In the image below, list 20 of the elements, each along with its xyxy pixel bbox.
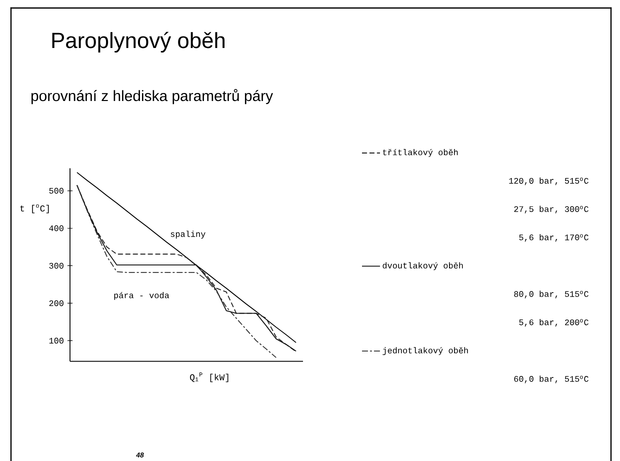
chart-subtitle: porovnání z hlediska parametrů páry	[31, 88, 273, 104]
text: 80,0 bar, 515$^{o}$C	[514, 290, 588, 298]
text: 27,5 bar, 300$^{o}$C	[514, 206, 588, 214]
text: 60,0 bar, 515$^{o}$C	[514, 376, 588, 384]
text: 5,6 bar, 170$^{o}$C	[519, 234, 588, 242]
text: Q$_{1}$$^{P}$ [kW]	[190, 372, 228, 382]
text: 120,0 bar, 515$^{o}$C	[509, 177, 588, 186]
legend-label: dvoutlakový oběh	[382, 262, 463, 270]
chart-title: Paroplynový oběh	[52, 32, 225, 53]
y-tick-label: 300	[49, 262, 64, 269]
y-tick-label: 400	[49, 225, 64, 232]
text: 5,6 bar, 200$^{o}$C	[519, 318, 588, 327]
annotation: pára - voda	[114, 292, 170, 300]
y-tick-label: 200	[49, 300, 64, 306]
legend-label: třítlakový oběh	[382, 149, 458, 157]
y-axis-title: t [$^{o}$C]	[20, 204, 49, 214]
y-tick-label: 100	[49, 338, 64, 344]
legend-label: jednotlakový oběh	[382, 347, 468, 356]
y-tick-label: 500	[49, 188, 64, 194]
series-label: spaliny	[170, 230, 206, 239]
